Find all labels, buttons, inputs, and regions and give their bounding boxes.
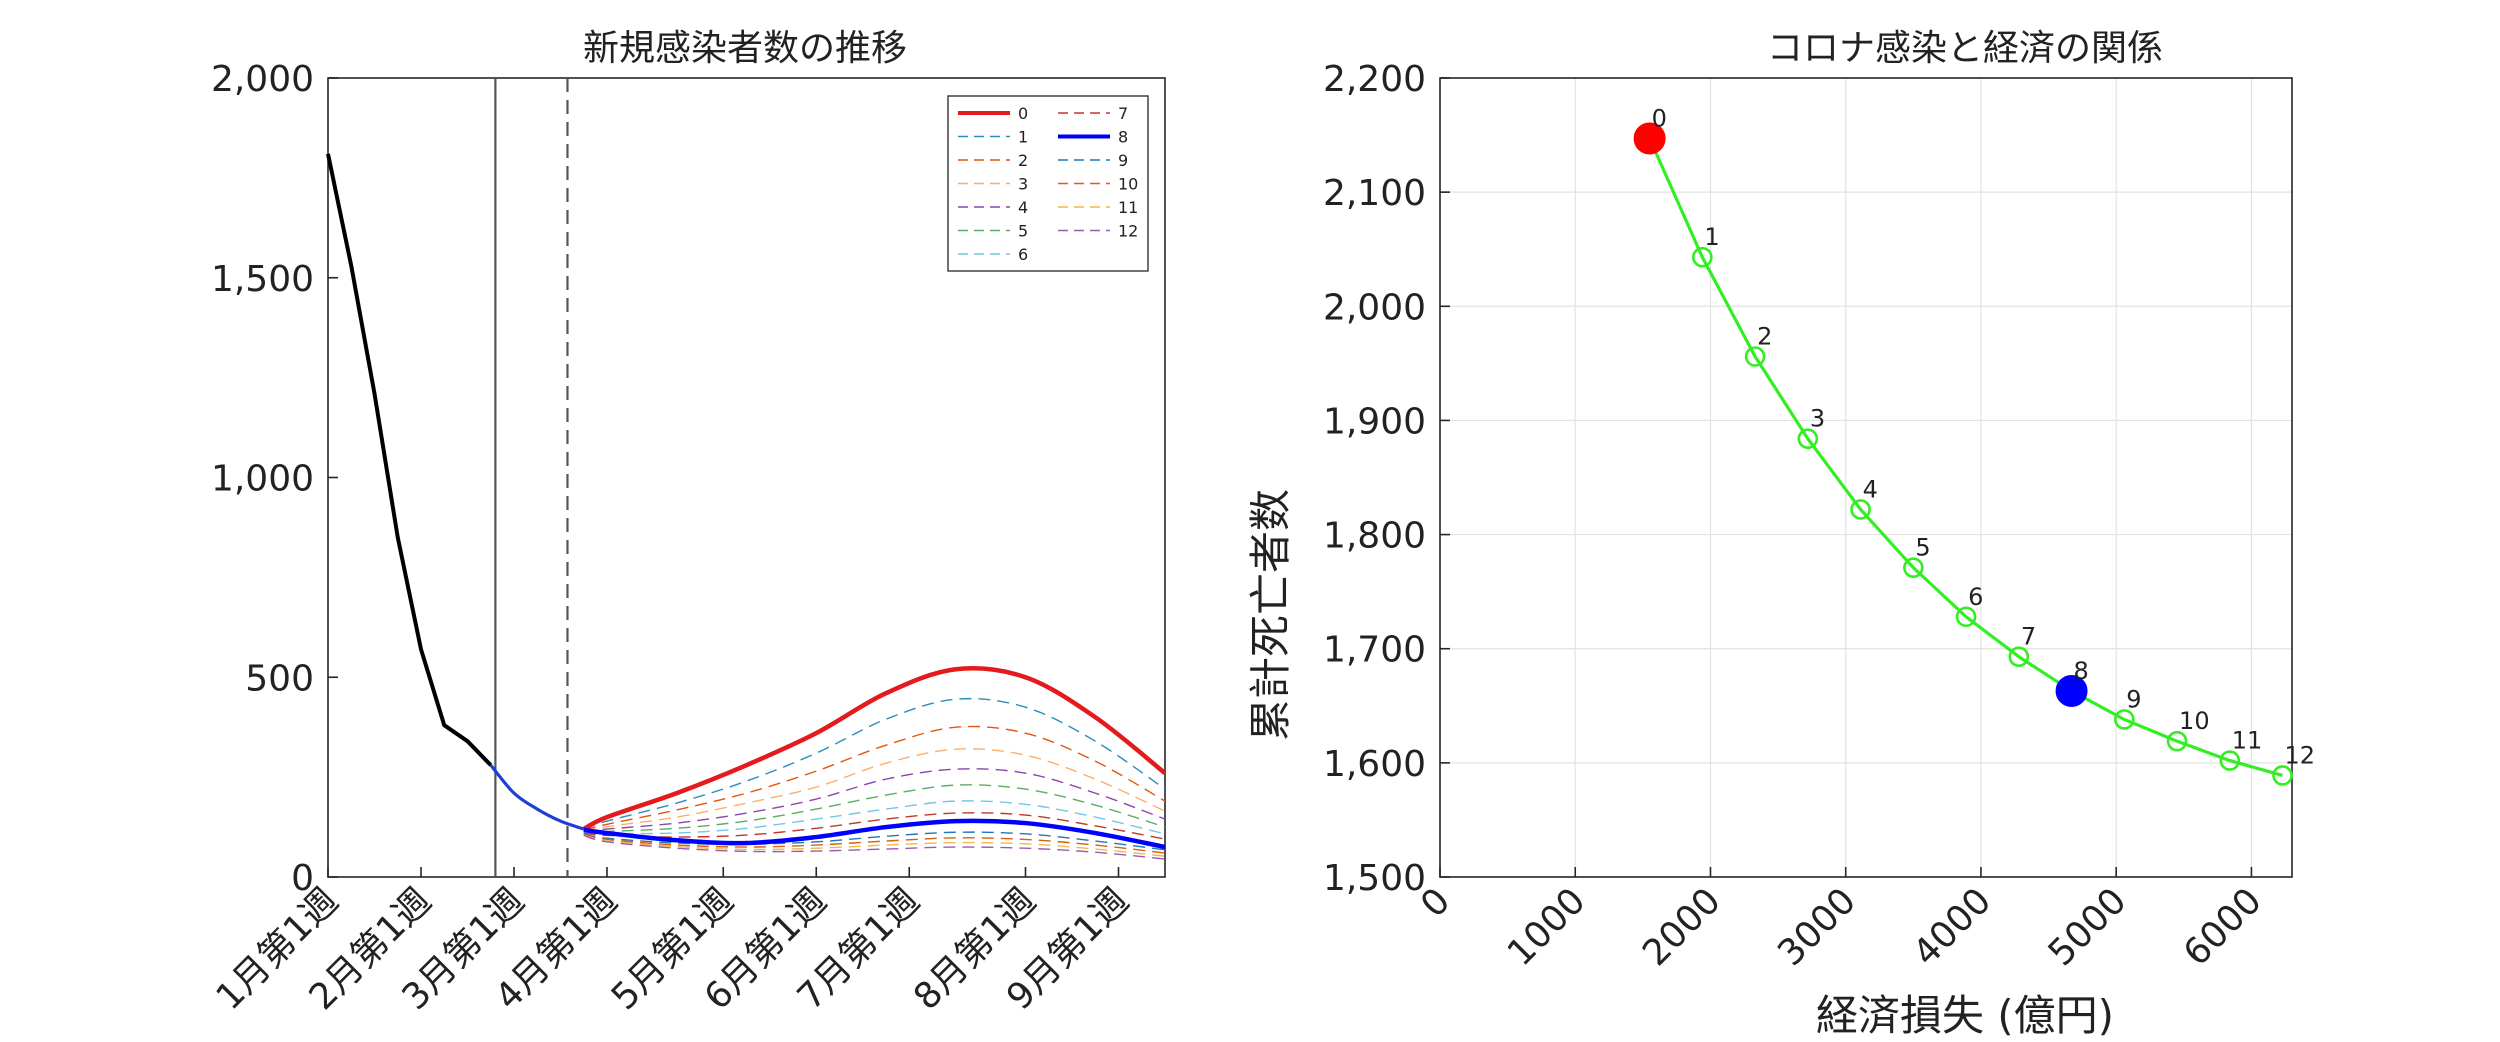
scenario-line-10 xyxy=(583,833,1166,854)
left-y-ticks: 0 500 1,000 1,500 2,000 xyxy=(211,59,338,899)
right-ytick-label: 1,500 xyxy=(1323,858,1426,899)
legend-label-11: 11 xyxy=(1118,198,1138,217)
right-y-axis-label: 累計死亡者数 xyxy=(1246,489,1295,741)
right-xtick-label: 3000 xyxy=(1770,880,1864,974)
right-ytick-label: 1,700 xyxy=(1323,630,1426,671)
legend-label-8: 8 xyxy=(1118,128,1128,147)
scenario-point-10 xyxy=(2166,730,2188,752)
right-x-ticks: 0 1000 2000 3000 4000 5000 6000 xyxy=(1413,867,2270,974)
right-xtick-label: 4000 xyxy=(1906,880,2000,974)
legend-label-12: 12 xyxy=(1118,222,1138,241)
right-ytick-label: 1,800 xyxy=(1323,516,1426,557)
point-label-9: 9 xyxy=(2126,685,2141,713)
right-ytick-label: 1,900 xyxy=(1323,401,1426,442)
scenario-common-line xyxy=(489,764,585,831)
legend-label-7: 7 xyxy=(1118,104,1128,123)
scenario-point-6 xyxy=(1955,606,1977,628)
scenario-point-9 xyxy=(2114,709,2135,730)
right-y-ticks: 1,500 1,600 1,700 1,800 1,900 2,000 2,100 2,200 xyxy=(1323,59,1450,899)
left-x-ticks: 1月第1週2月第1週3月第1週4月第1週5月第1週6月第1週7月第1週8月第1週… xyxy=(209,867,1137,1018)
point-label-4: 4 xyxy=(1863,475,1878,503)
scenario-line-7 xyxy=(583,812,1166,840)
scenario-line-6 xyxy=(583,800,1166,835)
point-label-3: 3 xyxy=(1810,405,1825,433)
scenario-line-9 xyxy=(583,831,1166,851)
legend-label-0: 0 xyxy=(1018,104,1028,123)
legend-label-3: 3 xyxy=(1018,175,1028,194)
history-line xyxy=(326,153,493,767)
legend-label-6: 6 xyxy=(1018,245,1028,264)
scenario-point-5 xyxy=(1903,557,1924,578)
left-ytick-label: 2,000 xyxy=(211,59,314,100)
highlight-point-8 xyxy=(2055,674,2088,707)
right-xtick-label: 6000 xyxy=(2176,880,2270,974)
scenario-line-4 xyxy=(583,768,1166,833)
point-label-10: 10 xyxy=(2179,707,2210,735)
scenario-point-7 xyxy=(2008,646,2030,668)
point-label-2: 2 xyxy=(1757,323,1772,351)
left-ytick-label: 1,500 xyxy=(211,259,314,300)
point-label-0: 0 xyxy=(1652,104,1667,132)
right-xtick-label: 1000 xyxy=(1500,880,1594,974)
point-label-12: 12 xyxy=(2285,741,2316,769)
left-series-group xyxy=(326,153,1167,860)
legend-label-5: 5 xyxy=(1018,222,1028,241)
infection-trend-chart: 新規感染者数の推移 0 500 1,000 1,500 2,000 1月第1週2月第1週… xyxy=(209,28,1167,1018)
scenario-line-0 xyxy=(582,666,1167,832)
legend-label-4: 4 xyxy=(1018,198,1028,217)
left-ytick-label: 0 xyxy=(291,858,314,899)
point-label-5: 5 xyxy=(1915,534,1930,562)
scenario-line-3 xyxy=(583,748,1166,832)
right-plot-area xyxy=(1439,77,2293,878)
scenario-line-12 xyxy=(583,834,1166,860)
scenario-line-2 xyxy=(583,725,1166,831)
point-label-8: 8 xyxy=(2074,657,2089,685)
legend-label-9: 9 xyxy=(1118,151,1128,170)
right-ytick-label: 1,600 xyxy=(1323,744,1426,785)
right-ytick-label: 2,000 xyxy=(1323,287,1426,328)
scenario-point-4 xyxy=(1850,499,1871,520)
right-x-axis-label: 経済損失 (億円) xyxy=(1816,991,2114,1040)
scenario-line-5 xyxy=(583,784,1166,833)
scenario-point-11 xyxy=(2219,750,2241,771)
left-ytick-label: 500 xyxy=(245,658,314,699)
point-label-7: 7 xyxy=(2021,623,2036,651)
scenario-point-12 xyxy=(2272,765,2293,786)
point-label-1: 1 xyxy=(1704,223,1719,251)
tradeoff-line xyxy=(1648,137,2283,777)
point-label-11: 11 xyxy=(2232,727,2263,755)
right-ytick-label: 2,200 xyxy=(1323,59,1426,100)
right-xtick-label: 5000 xyxy=(2041,880,2135,974)
scenario-line-11 xyxy=(583,834,1166,857)
right-ytick-label: 2,100 xyxy=(1323,173,1426,214)
right-axes-box xyxy=(1439,77,2293,878)
right-chart-title: コロナ感染と経済の関係 xyxy=(1767,28,2163,69)
highlight-point-0 xyxy=(1633,122,1666,155)
legend-label-10: 10 xyxy=(1118,175,1138,194)
scenario-line-1 xyxy=(583,697,1166,830)
scenario-line-8 xyxy=(583,818,1166,850)
scenario-point-1 xyxy=(1692,246,1713,268)
point-label-6: 6 xyxy=(1968,583,1983,611)
right-xtick-label: 2000 xyxy=(1635,880,1729,974)
left-ytick-label: 1,000 xyxy=(211,459,314,500)
scenario-point-2 xyxy=(1744,346,1766,367)
legend-label-1: 1 xyxy=(1018,128,1028,147)
scenario-point-3 xyxy=(1797,428,1819,449)
legend-label-2: 2 xyxy=(1018,151,1028,170)
left-chart-title: 新規感染者数の推移 xyxy=(583,28,907,69)
